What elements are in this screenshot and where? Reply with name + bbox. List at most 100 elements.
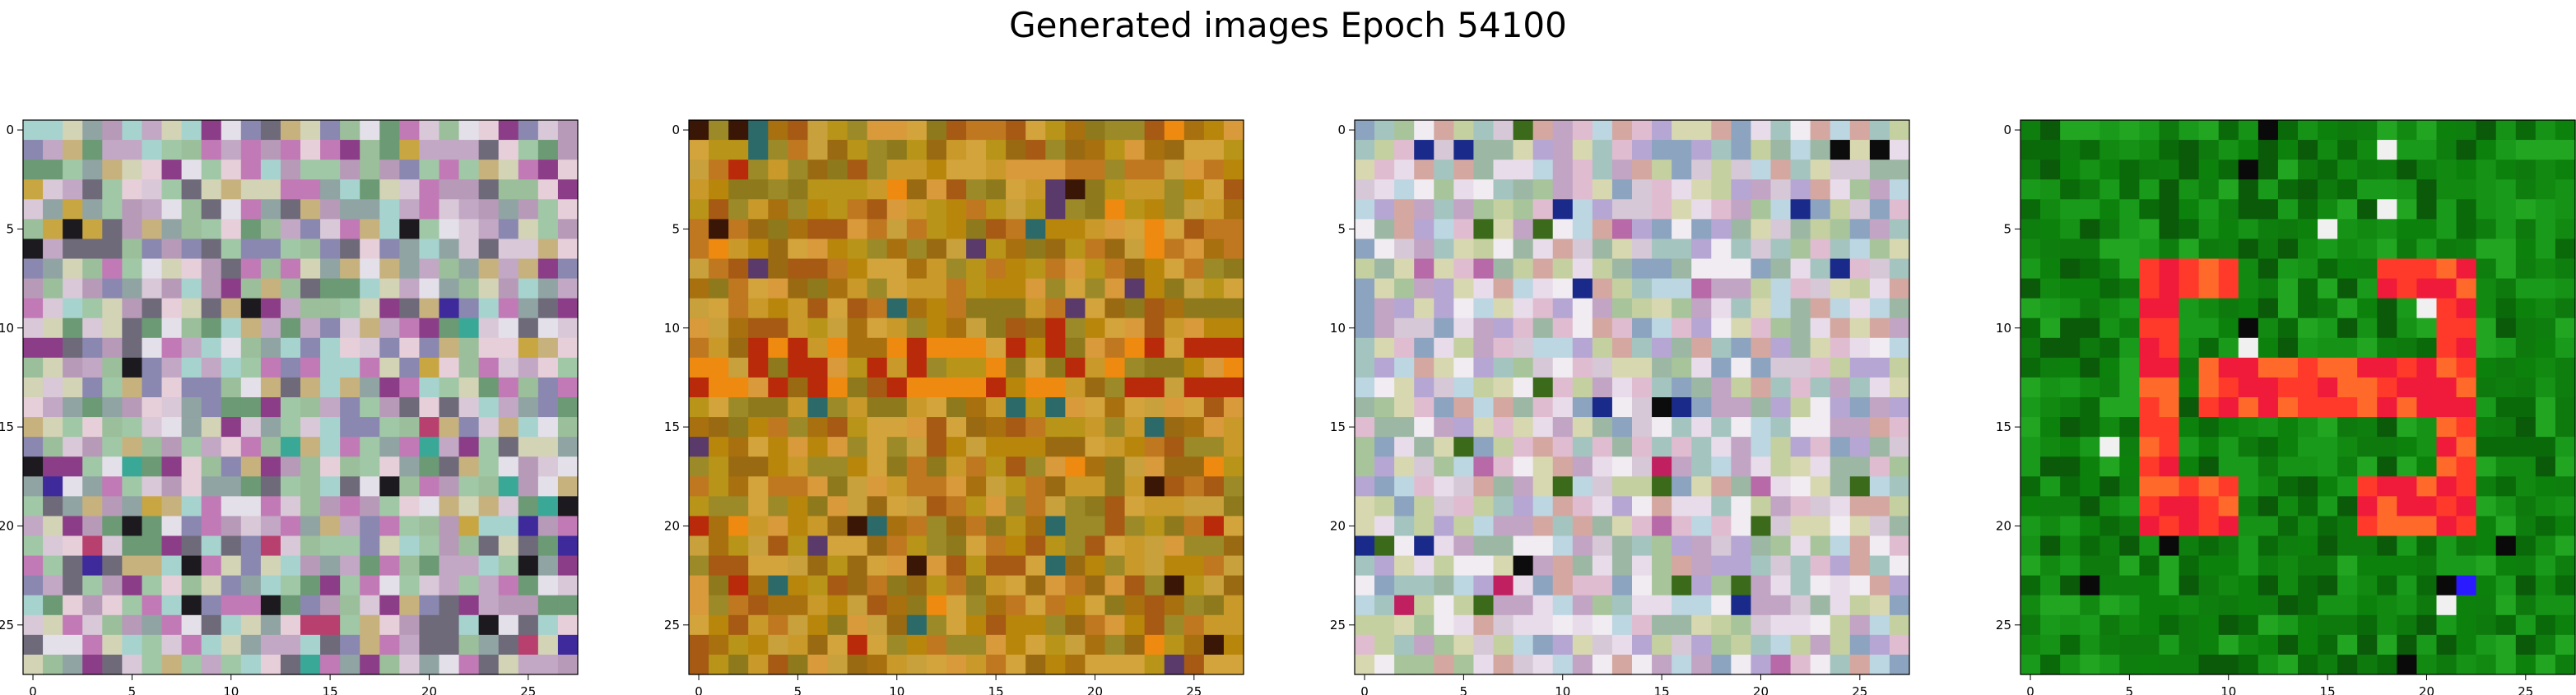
pixel-cell [1144, 140, 1165, 160]
pixel-cell [1085, 357, 1106, 378]
pixel-cell [2377, 595, 2397, 616]
x-tick-label: 5 [128, 684, 137, 695]
pixel-cell [518, 476, 539, 497]
pixel-cell [439, 516, 460, 537]
pixel-cell [260, 337, 281, 359]
pixel-cell [847, 278, 868, 299]
pixel-cell [1164, 337, 1185, 359]
pixel-cell [2218, 476, 2239, 497]
pixel-cell [142, 496, 163, 517]
pixel-cell [1124, 239, 1146, 260]
pixel-cell [2238, 555, 2259, 577]
pixel-cell [260, 278, 281, 299]
pixel-cell [2397, 555, 2418, 577]
pixel-cell [399, 456, 421, 477]
pixel-cell [399, 634, 421, 656]
pixel-cell [478, 634, 500, 656]
pixel-cell [2198, 298, 2220, 319]
pixel-cell [379, 219, 400, 240]
pixel-cell [2218, 614, 2239, 636]
pixel-cell [2020, 654, 2041, 675]
pixel-cell [2099, 317, 2120, 339]
pixel-cell [2357, 219, 2378, 240]
pixel-cell [240, 456, 262, 477]
pixel-cell [1104, 317, 1126, 339]
pixel-cell [439, 496, 460, 517]
pixel-cell [122, 496, 143, 517]
pixel-cell [439, 555, 460, 577]
pixel-cell [2515, 634, 2536, 656]
pixel-cell [2178, 614, 2200, 636]
pixel-cell [360, 179, 380, 200]
pixel-cell [439, 317, 460, 339]
pixel-cell [986, 377, 1007, 398]
pixel-cell [439, 120, 460, 141]
pixel-cell [458, 575, 480, 596]
pixel-cell [2357, 140, 2378, 160]
pixel-cell [2218, 160, 2239, 180]
pixel-cell [260, 476, 281, 497]
pixel-cell [260, 298, 281, 319]
pixel-cell [1006, 258, 1026, 280]
pixel-cell [458, 377, 480, 398]
pixel-cell [320, 555, 341, 577]
pixel-cell [827, 140, 849, 160]
pixel-cell [2099, 417, 2120, 438]
pixel-cell [161, 258, 183, 280]
pixel-cell [1045, 199, 1066, 220]
pixel-cell [360, 337, 380, 359]
pixel-cell [986, 140, 1007, 160]
pixel-cell [498, 654, 519, 675]
pixel-cell [2377, 417, 2397, 438]
pixel-cell [63, 239, 83, 260]
pixel-cell [260, 555, 281, 577]
pixel-cell [320, 496, 341, 517]
pixel-cell [2476, 496, 2497, 517]
pixel-cell [419, 160, 440, 180]
pixel-cell [201, 417, 222, 438]
pixel-cell [2218, 317, 2239, 339]
pixel-cell [1025, 357, 1046, 378]
pixel-cell [946, 357, 967, 378]
pixel-cell [240, 317, 262, 339]
pixel-cell [2198, 516, 2220, 537]
pixel-cell [498, 258, 519, 280]
pixel-cell [2238, 476, 2259, 497]
pixel-cell [2298, 496, 2318, 517]
pixel-cell [847, 219, 868, 240]
pixel-cell [2080, 140, 2100, 160]
pixel-cell [2178, 219, 2200, 240]
pixel-cell [2080, 595, 2100, 616]
pixel-cell [221, 258, 242, 280]
pixel-cell [2040, 298, 2061, 319]
pixel-cell [498, 278, 519, 299]
pixel-cell [2218, 654, 2239, 675]
pixel-cell [847, 140, 868, 160]
pixel-cell [2198, 417, 2220, 438]
pixel-cell [2198, 278, 2220, 299]
pixel-cell [557, 397, 579, 418]
pixel-cell [2377, 437, 2397, 457]
pixel-cell [2416, 278, 2438, 299]
pixel-cell [2555, 516, 2576, 537]
pixel-cell [2257, 377, 2279, 398]
pixel-cell [2119, 219, 2141, 240]
pixel-cell [986, 317, 1007, 339]
pixel-cell [2277, 140, 2299, 160]
pixel-cell [478, 219, 500, 240]
pixel-cell [161, 278, 183, 299]
pixel-cell [161, 120, 183, 141]
pixel-cell [82, 199, 103, 220]
pixel-cell [63, 298, 83, 319]
pixel-cell [2099, 456, 2120, 477]
pixel-cell [1183, 377, 1205, 398]
pixel-cell [1124, 160, 1146, 180]
pixel-cell [458, 160, 480, 180]
pixel-cell [63, 516, 83, 537]
pixel-cell [1006, 219, 1026, 240]
pixel-cell [1045, 160, 1066, 180]
pixel-cell [518, 555, 539, 577]
pixel-cell [807, 160, 829, 180]
pixel-cell [2337, 199, 2358, 220]
pixel-cell [2040, 496, 2061, 517]
